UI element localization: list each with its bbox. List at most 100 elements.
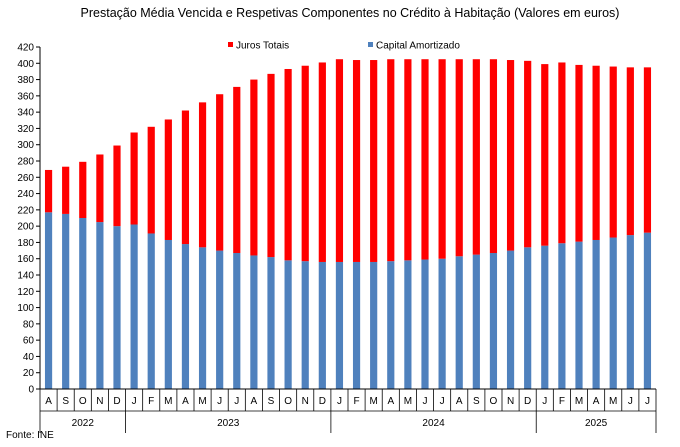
bar-juros-totais: Juros Totais: 248 [387,59,395,262]
legend-label: Capital Amortizado [376,41,460,52]
x-tick-label: O [284,396,292,407]
bar-capital-amortizado: Capital Amortizado: 176 [541,245,549,389]
bar-juros-totais: Juros Totais: 164 [181,110,190,245]
bar-juros-totais: Juros Totais: 69 [79,161,87,218]
bar-capital-amortizado: Capital Amortizado: 183 [164,239,172,389]
bar-capital-amortizado: Capital Amortizado: 167 [489,253,498,389]
x-tick-label: A [182,396,189,407]
bar-juros-totais: Juros Totais: 203 [643,67,652,233]
year-label: 2024 [422,418,445,429]
bar-juros-totais: Juros Totais: 210 [609,66,617,238]
year-label: 2022 [72,418,95,429]
x-tick-label: N [302,396,309,407]
bar-juros-totais: Juros Totais: 235 [284,68,292,261]
x-tick-label: A [45,396,52,407]
x-tick-label: O [490,396,498,407]
x-tick-label: M [575,396,583,407]
bar-juros-totais: Juros Totais: 216 [250,79,258,256]
bar-capital-amortizado: Capital Amortizado: 200 [113,226,121,389]
bar-juros-totais: Juros Totais: 204 [233,86,241,254]
bar-juros-totais: Juros Totais: 83 [96,154,104,223]
x-tick-label: A [387,396,394,407]
bar-juros-totais: Juros Totais: 245 [318,62,326,262]
x-axis: A S O N D J F M A M J J A S O N D J F M A M J J A S O N D J F M A M J J2022… [39,388,657,433]
bar-capital-amortizado: Capital Amortizado: 156 [352,261,361,389]
bar-juros-totais: Juros Totais: 234 [506,60,515,251]
bar-capital-amortizado: Capital Amortizado: 157 [387,261,395,389]
y-tick-label: 420 [17,43,34,54]
bar-juros-totais: Juros Totais: 242 [455,59,463,257]
bar-capital-amortizado: Capital Amortizado: 162 [267,257,275,389]
bar-capital-amortizado: Capital Amortizado: 186 [609,237,617,389]
legend-swatch [228,42,233,47]
y-tick-label: 200 [17,222,34,233]
bar-capital-amortizado: Capital Amortizado: 174 [198,247,207,389]
x-tick-label: M [198,396,206,407]
bar-juros-totais: Juros Totais: 225 [267,73,275,258]
bar-juros-totais: Juros Totais: 131 [147,126,155,234]
x-tick-label: O [79,396,87,407]
y-tick-label: 260 [17,173,34,184]
bar-juros-totais: Juros Totais: 58 [62,166,70,214]
source-note: Fonte: INE [6,430,54,441]
y-tick-label: 100 [17,303,34,314]
x-tick-label: M [164,396,172,407]
x-tick-label: S [473,396,480,407]
bar-capital-amortizado: Capital Amortizado: 217 [44,212,53,389]
bar-capital-amortizado: Capital Amortizado: 167 [233,253,241,389]
legend: Juros Totais Capital Amortizado [228,41,460,52]
bar-juros-totais: Juros Totais: 99 [113,145,121,227]
bar-juros-totais: Juros Totais: 148 [164,119,172,240]
legend-swatch [368,42,373,47]
bar-juros-totais: Juros Totais: 245 [438,59,446,259]
x-tick-label: D [113,396,120,407]
x-tick-label: S [62,396,69,407]
bar-capital-amortizado: Capital Amortizado: 163 [455,256,463,389]
y-tick-label: 360 [17,91,34,102]
bar-juros-totais: Juros Totais: 246 [421,59,429,260]
bar-capital-amortizado: Capital Amortizado: 160 [438,258,446,389]
bar-juros-totais: Juros Totais: 247 [404,59,412,261]
y-tick-label: 300 [17,140,34,151]
bar-capital-amortizado: Capital Amortizado: 181 [575,241,583,389]
bar-juros-totais: Juros Totais: 248 [370,60,378,262]
bar-juros-totais: Juros Totais: 214 [592,65,600,240]
x-tick-label: J [440,396,445,407]
bar-capital-amortizado: Capital Amortizado: 158 [404,260,412,389]
bar-juros-totais: Juros Totais: 222 [558,62,566,244]
x-tick-label: J [542,396,547,407]
x-tick-label: M [404,396,412,407]
bar-juros-totais: Juros Totais: 113 [130,132,138,225]
x-tick-label: J [132,396,137,407]
bar-capital-amortizado: Capital Amortizado: 183 [592,239,600,389]
y-tick-label: 340 [17,108,34,119]
bar-capital-amortizado: Capital Amortizado: 179 [558,243,566,389]
y-tick-label: 180 [17,238,34,249]
bar-capital-amortizado: Capital Amortizado: 202 [130,224,138,389]
x-tick-label: J [628,396,633,407]
bar-juros-totais: Juros Totais: 248 [352,60,361,262]
bar-capital-amortizado: Capital Amortizado: 159 [421,259,429,389]
x-tick-label: J [645,396,650,407]
x-tick-label: J [217,396,222,407]
bar-capital-amortizado: Capital Amortizado: 205 [96,222,104,389]
y-tick-label: 60 [23,336,35,347]
y-tick-label: 380 [17,75,34,86]
bar-juros-totais: Juros Totais: 238 [489,59,498,254]
bar-capital-amortizado: Capital Amortizado: 157 [301,261,309,389]
x-tick-label: J [423,396,428,407]
y-tick-label: 0 [28,385,34,396]
bar-juros-totais: Juros Totais: 240 [301,65,309,262]
x-tick-label: F [148,396,154,407]
x-tick-label: A [251,396,258,407]
y-axis: 0 20 40 60 80 100 120 140 160 180 200 220 240 260 280 3… [17,43,41,396]
x-tick-label: A [456,396,463,407]
y-tick-label: 140 [17,271,34,282]
bar-juros-totais: Juros Totais: 178 [198,102,207,248]
x-tick-label: A [593,396,600,407]
bar-juros-totais: Juros Totais: 206 [626,67,634,236]
y-tick-label: 160 [17,254,34,265]
bar-juros-totais: Juros Totais: 249 [335,59,344,262]
chart-bars: Capital Amortizado: 217Juros Totais: 52 C… [44,59,652,389]
